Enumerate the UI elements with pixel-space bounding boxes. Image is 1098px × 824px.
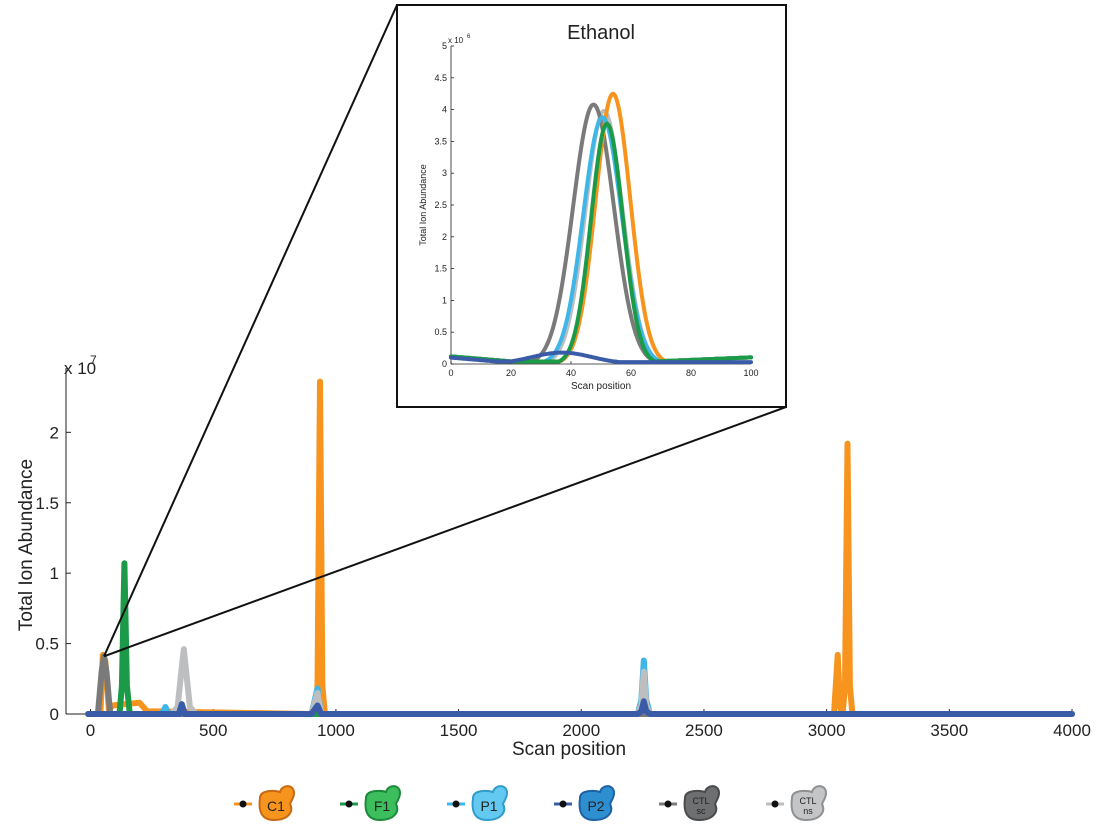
x-tick-label: 0 — [86, 721, 95, 740]
legend-label: CTL — [799, 796, 816, 806]
inset-y-tick-label: 0 — [442, 359, 447, 369]
x-tick-label: 4000 — [1053, 721, 1091, 740]
legend-cell-icon — [790, 785, 828, 822]
y-tick-label: 2 — [50, 423, 59, 442]
legend-marker-dot — [559, 800, 567, 808]
x-tick-label: 2500 — [685, 721, 723, 740]
zoom-line-upper — [103, 4, 398, 657]
legend-marker-dot — [664, 800, 672, 808]
inset-title: Ethanol — [567, 22, 635, 44]
legend-cell-icon — [364, 785, 402, 822]
inset-x-tick-label: 0 — [448, 368, 453, 378]
inset-y-tick-label: 3 — [442, 168, 447, 178]
y-exponent-label: x 10 — [64, 359, 96, 378]
inset-y-tick-label: 2.5 — [434, 200, 447, 210]
series-line-c1 — [85, 378, 1075, 717]
legend-label: CTL — [692, 796, 709, 806]
legend-item-p1: P1 — [447, 785, 509, 822]
legend-marker-dot — [771, 800, 779, 808]
x-axis-label: Scan position — [512, 739, 626, 760]
y-exponent-power: 7 — [90, 353, 97, 367]
inset-x-tick-label: 80 — [686, 368, 696, 378]
inset-x-tick-label: 60 — [626, 368, 636, 378]
x-tick-label: 3000 — [808, 721, 846, 740]
legend-sublabel: sc — [697, 806, 707, 816]
y-axis-label: Total Ion Abundance — [16, 459, 37, 631]
inset-y-tick-label: 1.5 — [434, 264, 447, 274]
y-tick-label: 1.5 — [35, 494, 59, 513]
zoom-connector-lines — [103, 4, 787, 658]
inset-y-exponent-label: x 10 — [448, 36, 464, 45]
legend-item-f1: F1 — [340, 785, 402, 822]
legend-marker-dot — [345, 800, 353, 808]
legend-cell-icon — [471, 785, 509, 822]
y-tick-label: 0.5 — [35, 635, 59, 654]
inset-x-tick-label: 40 — [566, 368, 576, 378]
legend-label: F1 — [374, 798, 391, 814]
main-chart: 0 500 1000 1500 2000 2500 3000 3500 400000.511.5… — [16, 353, 1091, 760]
legend-marker-dot — [239, 800, 247, 808]
legend-sublabel: ns — [803, 806, 813, 816]
inset-y-tick-label: 4.5 — [434, 73, 447, 83]
x-tick-label: 500 — [199, 721, 227, 740]
legend-label: C1 — [267, 798, 285, 814]
y-tick-label: 1 — [50, 564, 59, 583]
y-tick-label: 0 — [50, 705, 59, 724]
zoom-line-lower — [103, 406, 787, 658]
inset-y-tick-label: 5 — [442, 41, 447, 51]
x-tick-label: 3500 — [930, 721, 968, 740]
inset-y-tick-label: 1 — [442, 295, 447, 305]
inset-y-axis-label: Total Ion Abundance — [418, 164, 428, 246]
series-line-p1 — [85, 657, 1075, 717]
legend-cell-icon — [683, 785, 721, 822]
series-line-p2 — [85, 698, 1075, 717]
inset-x-tick-label: 100 — [743, 368, 758, 378]
legend-cell-icon — [578, 785, 616, 822]
inset-x-axis-label: Scan position — [571, 381, 631, 392]
inset-chart: 0 20 40 60 80 100 0 0.5 1 1.5 2 2.5 3 3.5 4 4.5 5 Ethanol… — [396, 4, 787, 408]
inset-x-tick-label: 20 — [506, 368, 516, 378]
x-tick-label: 1500 — [440, 721, 478, 740]
legend-label: P2 — [587, 798, 604, 814]
legend-item-c1: C1 — [234, 785, 296, 822]
series-line-ctl-sc — [85, 653, 1075, 717]
x-tick-label: 2000 — [562, 721, 600, 740]
series-line-ctl-ns — [85, 646, 1075, 717]
legend-cell-icon — [258, 785, 296, 822]
inset-y-tick-label: 2 — [442, 232, 447, 242]
inset-y-exponent-power: 6 — [467, 34, 471, 40]
inset-y-tick-label: 3.5 — [434, 136, 447, 146]
inset-y-tick-label: 4 — [442, 105, 447, 115]
inset-series-line-p2 — [449, 350, 753, 365]
legend-marker-dot — [452, 800, 460, 808]
legend-item-p2: P2 — [554, 785, 616, 822]
x-tick-label: 1000 — [317, 721, 355, 740]
inset-y-tick-label: 0.5 — [434, 327, 447, 337]
legend-label: P1 — [480, 798, 497, 814]
series-line-f1 — [112, 560, 1075, 717]
